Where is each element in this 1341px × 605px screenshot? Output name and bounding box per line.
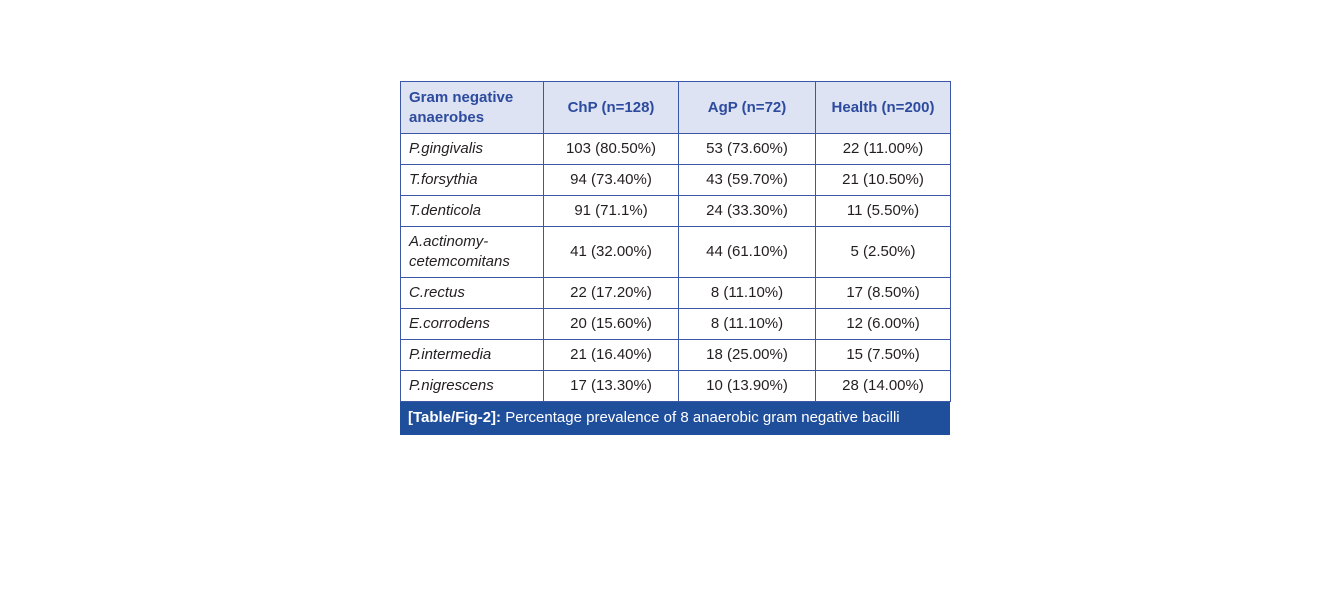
table-row: T.forsythia 94 (73.40%) 43 (59.70%) 21 (… xyxy=(400,164,951,196)
table-figure: Gram negative anaerobes ChP (n=128) AgP … xyxy=(400,81,951,435)
cell-agp: 43 (59.70%) xyxy=(678,164,816,196)
cell-chp: 103 (80.50%) xyxy=(543,133,679,165)
cell-chp: 41 (32.00%) xyxy=(543,226,679,278)
table-row: P.gingivalis 103 (80.50%) 53 (73.60%) 22… xyxy=(400,133,951,165)
cell-species: P.nigrescens xyxy=(400,370,544,402)
cell-species: T.forsythia xyxy=(400,164,544,196)
table-row: P.intermedia 21 (16.40%) 18 (25.00%) 15 … xyxy=(400,339,951,371)
cell-chp: 22 (17.20%) xyxy=(543,277,679,309)
header-agp: AgP (n=72) xyxy=(678,81,816,134)
cell-health: 11 (5.50%) xyxy=(815,195,951,227)
cell-chp: 94 (73.40%) xyxy=(543,164,679,196)
table-row: A.actinomy-cetemcomitans 41 (32.00%) 44 … xyxy=(400,226,951,278)
cell-health: 28 (14.00%) xyxy=(815,370,951,402)
cell-agp: 10 (13.90%) xyxy=(678,370,816,402)
cell-health: 15 (7.50%) xyxy=(815,339,951,371)
cell-agp: 24 (33.30%) xyxy=(678,195,816,227)
cell-agp: 8 (11.10%) xyxy=(678,308,816,340)
cell-health: 12 (6.00%) xyxy=(815,308,951,340)
cell-species: C.rectus xyxy=(400,277,544,309)
table-row: C.rectus 22 (17.20%) 8 (11.10%) 17 (8.50… xyxy=(400,277,951,309)
cell-species: E.corrodens xyxy=(400,308,544,340)
table-row: T.denticola 91 (71.1%) 24 (33.30%) 11 (5… xyxy=(400,195,951,227)
cell-species: A.actinomy-cetemcomitans xyxy=(400,226,544,278)
table-caption: [Table/Fig-2]: Percentage prevalence of … xyxy=(400,402,950,435)
cell-species: T.denticola xyxy=(400,195,544,227)
cell-health: 22 (11.00%) xyxy=(815,133,951,165)
cell-health: 21 (10.50%) xyxy=(815,164,951,196)
cell-agp: 44 (61.10%) xyxy=(678,226,816,278)
cell-health: 5 (2.50%) xyxy=(815,226,951,278)
header-gram-negative-anaerobes: Gram negative anaerobes xyxy=(400,81,544,134)
cell-agp: 8 (11.10%) xyxy=(678,277,816,309)
prevalence-table: Gram negative anaerobes ChP (n=128) AgP … xyxy=(400,81,951,402)
cell-chp: 21 (16.40%) xyxy=(543,339,679,371)
header-chp: ChP (n=128) xyxy=(543,81,679,134)
header-row: Gram negative anaerobes ChP (n=128) AgP … xyxy=(400,81,951,134)
table-row: P.nigrescens 17 (13.30%) 10 (13.90%) 28 … xyxy=(400,370,951,402)
cell-species: P.gingivalis xyxy=(400,133,544,165)
header-health: Health (n=200) xyxy=(815,81,951,134)
table-row: E.corrodens 20 (15.60%) 8 (11.10%) 12 (6… xyxy=(400,308,951,340)
cell-agp: 18 (25.00%) xyxy=(678,339,816,371)
cell-agp: 53 (73.60%) xyxy=(678,133,816,165)
cell-chp: 91 (71.1%) xyxy=(543,195,679,227)
cell-chp: 20 (15.60%) xyxy=(543,308,679,340)
cell-chp: 17 (13.30%) xyxy=(543,370,679,402)
cell-species: P.intermedia xyxy=(400,339,544,371)
caption-text: Percentage prevalence of 8 anaerobic gra… xyxy=(505,409,900,426)
cell-health: 17 (8.50%) xyxy=(815,277,951,309)
caption-label: [Table/Fig-2]: xyxy=(408,409,502,426)
